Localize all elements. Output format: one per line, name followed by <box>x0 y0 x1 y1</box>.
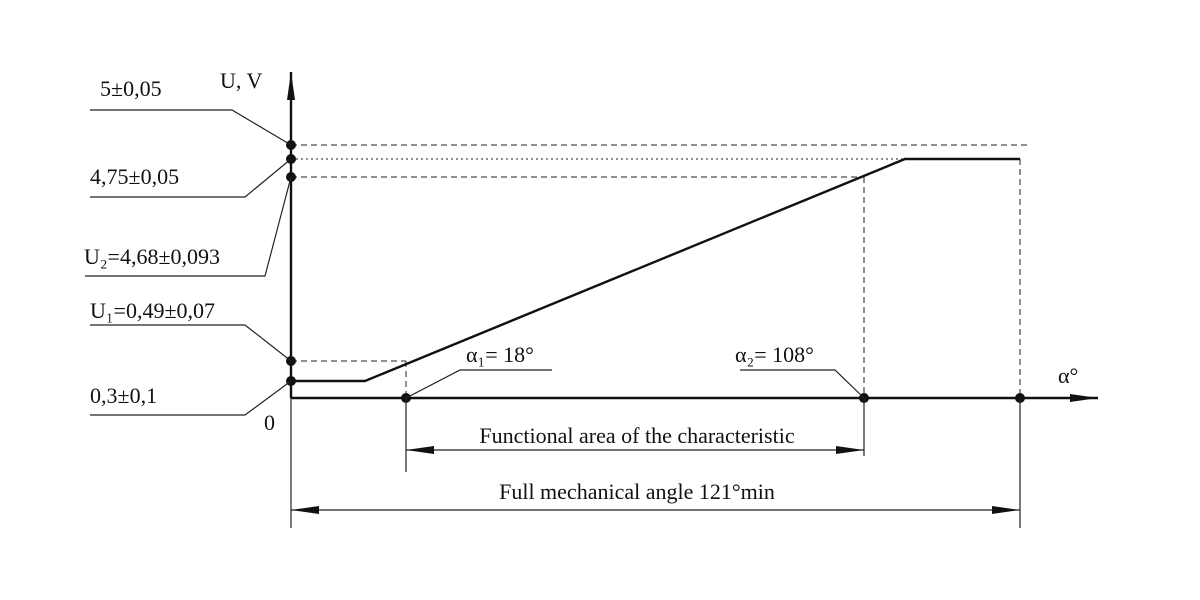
axes <box>287 72 1098 402</box>
angle-label: α₁= 18° <box>466 342 534 367</box>
voltage-label: U₂=4,68±0,093 <box>84 244 220 269</box>
dimension-lines <box>290 398 1021 528</box>
y-axis-label: U, V <box>220 68 262 93</box>
leaders <box>85 109 865 416</box>
angle-label: α₂= 108° <box>735 342 814 367</box>
voltage-label: 0,3±0,1 <box>90 383 157 408</box>
origin-label: 0 <box>264 410 275 435</box>
characteristic <box>291 157 1020 383</box>
voltage-label: 5±0,05 <box>100 76 162 101</box>
x-axis-label: α° <box>1058 363 1078 388</box>
guides <box>291 144 1027 398</box>
points <box>286 140 1025 403</box>
dimension-label: Functional area of the characteristic <box>479 423 794 448</box>
voltage-label: U₁=0,49±0,07 <box>90 298 215 323</box>
dimension-label: Full mechanical angle 121°min <box>499 479 775 504</box>
voltage-label: 4,75±0,05 <box>90 164 179 189</box>
